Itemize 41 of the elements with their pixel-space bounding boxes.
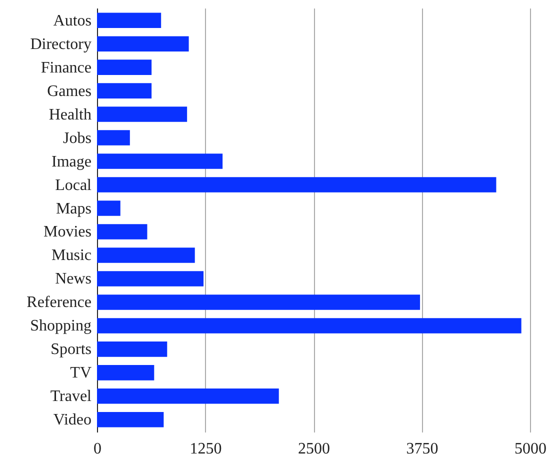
bar	[97, 130, 130, 146]
bar	[97, 342, 168, 357]
y-tick-label: Maps	[56, 200, 92, 218]
y-tick-label: Music	[52, 247, 92, 264]
y-tick-label: Reference	[26, 294, 92, 312]
x-tick-label: 1250	[190, 440, 222, 458]
bar	[97, 12, 162, 28]
y-tick-label: Local	[55, 176, 92, 194]
y-tick-label: Sports	[50, 341, 92, 358]
y-tick-label: Health	[48, 106, 92, 124]
x-tick-label: 0	[94, 440, 102, 458]
bar	[97, 318, 522, 334]
bar	[97, 248, 195, 263]
bar	[97, 412, 164, 428]
y-tick-label: Directory	[30, 36, 92, 53]
y-tick-label: Finance	[40, 59, 92, 76]
bar	[97, 200, 120, 216]
bar	[97, 106, 188, 122]
x-tick-label: 3750	[406, 440, 438, 458]
bar	[97, 365, 154, 380]
bar	[97, 83, 152, 98]
bar	[97, 154, 223, 169]
bar	[97, 388, 279, 404]
bar	[97, 271, 204, 286]
y-tick-label: Jobs	[63, 130, 92, 147]
bar	[97, 60, 152, 75]
y-tick-label: TV	[70, 364, 92, 382]
bar	[97, 177, 496, 192]
y-tick-label: News	[55, 270, 92, 288]
y-tick-label: Shopping	[30, 318, 92, 335]
bar	[97, 224, 148, 240]
y-tick-label: Image	[52, 153, 92, 170]
x-tick-label: 2500	[298, 440, 330, 458]
bar	[97, 294, 420, 310]
x-tick-label: 5000	[514, 440, 546, 458]
y-tick-label: Games	[47, 82, 92, 100]
y-tick-label: Autos	[53, 12, 92, 30]
bar	[97, 36, 189, 52]
y-tick-label: Movies	[44, 224, 92, 241]
y-tick-label: Video	[53, 412, 92, 429]
y-tick-label: Travel	[50, 388, 92, 406]
